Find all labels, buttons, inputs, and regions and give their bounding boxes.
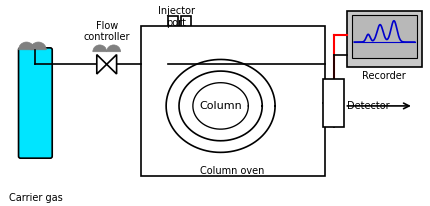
FancyBboxPatch shape xyxy=(18,48,52,158)
Text: Recorder: Recorder xyxy=(362,71,406,81)
Bar xyxy=(168,16,178,64)
Wedge shape xyxy=(18,42,34,50)
Wedge shape xyxy=(93,45,107,52)
Bar xyxy=(322,79,344,127)
Text: Column: Column xyxy=(199,101,242,111)
Bar xyxy=(352,15,417,57)
Wedge shape xyxy=(107,45,120,52)
Polygon shape xyxy=(97,55,107,74)
Text: Flow
controller: Flow controller xyxy=(83,21,130,42)
Text: Column oven: Column oven xyxy=(200,166,265,176)
Bar xyxy=(141,26,325,176)
Text: Injector
port: Injector port xyxy=(157,6,194,28)
Text: Carrier gas: Carrier gas xyxy=(9,193,62,203)
Text: Detector: Detector xyxy=(347,101,390,111)
Polygon shape xyxy=(107,55,117,74)
Bar xyxy=(181,16,191,64)
Wedge shape xyxy=(31,42,46,50)
Bar xyxy=(347,11,422,67)
